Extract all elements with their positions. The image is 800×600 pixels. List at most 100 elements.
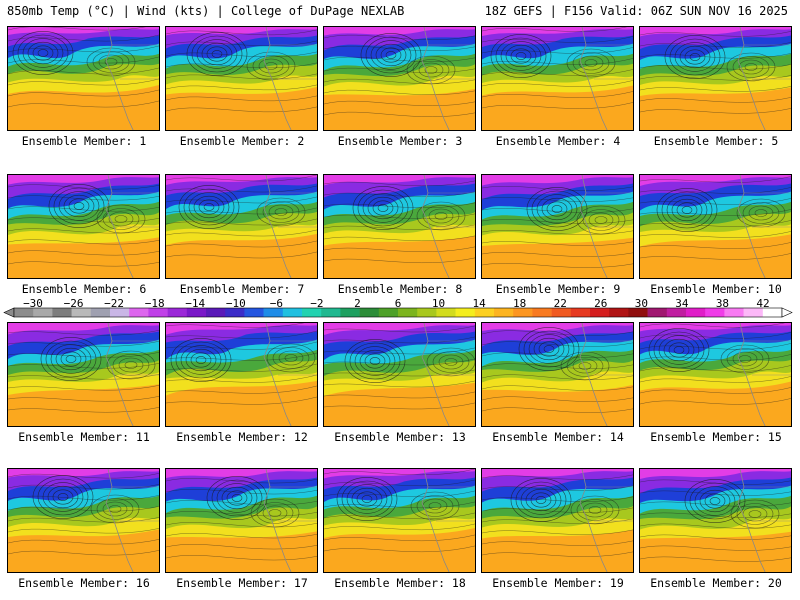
ensemble-map-panel [323,468,476,573]
ensemble-map-panel [323,322,476,427]
colorbar-segment [90,308,111,317]
colorbar-segment [359,308,380,317]
colorbar-tick-label: −2 [310,297,324,310]
ensemble-member-label: Ensemble Member: 13 [334,430,466,444]
ensemble-member-label: Ensemble Member: 7 [179,282,305,296]
colorbar-segment [417,308,437,317]
colorbar-segment [167,308,188,317]
ensemble-map-panel [7,322,160,427]
ensemble-map-panel [481,26,634,131]
colorbar-segment [724,308,744,317]
colorbar-segment [110,308,130,317]
ensemble-map-panel [639,26,792,131]
temperature-map [482,469,633,572]
ensemble-map-panel [165,322,318,427]
colorbar-segment [590,308,610,317]
temperature-map [482,27,633,130]
temperature-map [166,323,317,426]
colorbar-tick-label: 26 [594,297,608,310]
ensemble-member-label: Ensemble Member: 4 [495,134,621,148]
ensemble-map-panel [323,174,476,279]
colorbar-segment [570,308,591,317]
ensemble-member-label: Ensemble Member: 6 [21,282,147,296]
ensemble-member-label: Ensemble Member: 3 [337,134,463,148]
temperature-map [166,27,317,130]
ensemble-member-label: Ensemble Member: 1 [21,134,147,148]
colorbar-tick-label: −22 [104,297,125,310]
colorbar-right-arrow [781,307,793,318]
ensemble-map-panel [639,322,792,427]
colorbar-segment [705,308,725,317]
temperature-map [640,323,791,426]
colorbar-segment [33,308,53,317]
ensemble-map-panel [639,174,792,279]
colorbar-tick-label: 2 [354,297,361,310]
colorbar-segment [206,308,226,317]
ensemble-member-label: Ensemble Member: 5 [653,134,779,148]
temperature-map [482,323,633,426]
colorbar-segment [609,308,629,317]
colorbar-tick-label: 6 [394,297,402,310]
colorbar-segment [186,308,207,317]
ensemble-member-label: Ensemble Member: 12 [176,430,308,444]
colorbar-segment [551,308,572,317]
temperature-map [8,175,159,278]
ensemble-map-panel [481,174,634,279]
colorbar-segment [148,308,168,317]
colorbar-segment [244,308,264,317]
colorbar-tick-label: 42 [756,297,770,310]
colorbar-tick-label: 30 [634,297,648,310]
colorbar-tick-label: −26 [63,297,84,310]
colorbar-segment [513,308,533,317]
colorbar-segment [52,308,72,317]
ensemble-map-panel [639,468,792,573]
ensemble-member-label: Ensemble Member: 15 [650,430,782,444]
colorbar-tick-label: 34 [675,297,689,310]
ensemble-map-panel [7,26,160,131]
ensemble-map-panel [165,468,318,573]
temperature-map [324,175,475,278]
ensemble-map-panel [481,322,634,427]
temperature-map [324,27,475,130]
colorbar-segment [743,308,764,317]
colorbar-tick-label: −18 [144,297,165,310]
ensemble-map-panel [323,26,476,131]
ensemble-member-label: Ensemble Member: 14 [492,430,624,444]
colorbar-segment [436,308,456,317]
colorbar-segment [455,308,476,317]
colorbar-segment [532,308,552,317]
colorbar-segment [225,308,245,317]
temperature-map [640,27,791,130]
temperature-map [166,175,317,278]
ensemble-member-label: Ensemble Member: 11 [18,430,150,444]
colorbar-tick-label: 22 [553,297,567,310]
colorbar-tick-label: 38 [715,297,730,310]
colorbar-tick-label: 10 [431,297,446,310]
ensemble-member-label: Ensemble Member: 18 [334,576,466,590]
colorbar-segment [686,308,706,317]
ensemble-map-panel [165,26,318,131]
colorbar-tick-label: −6 [269,297,283,310]
temperature-map [640,469,791,572]
temperature-map [324,469,475,572]
colorbar-segment [666,308,687,317]
colorbar-segment [494,308,514,317]
temperature-map [8,27,159,130]
colorbar-left-arrow [3,307,15,318]
colorbar-segment [628,308,648,317]
temperature-colorbar [3,307,793,318]
colorbar-tick-label: 18 [513,297,527,310]
colorbar-segment [398,308,418,317]
colorbar-segment [378,308,399,317]
ensemble-map-panel [165,174,318,279]
ensemble-member-label: Ensemble Member: 2 [179,134,305,148]
colorbar-tick-label: 14 [472,297,486,310]
ensemble-member-label: Ensemble Member: 10 [650,282,782,296]
ensemble-map-panel [481,468,634,573]
temperature-map [324,323,475,426]
temperature-map [8,469,159,572]
temperature-map [8,323,159,426]
header-valid-time: 18Z GEFS | F156 Valid: 06Z SUN NOV 16 20… [484,4,788,18]
ensemble-map-panel [7,174,160,279]
colorbar-segment [71,308,92,317]
